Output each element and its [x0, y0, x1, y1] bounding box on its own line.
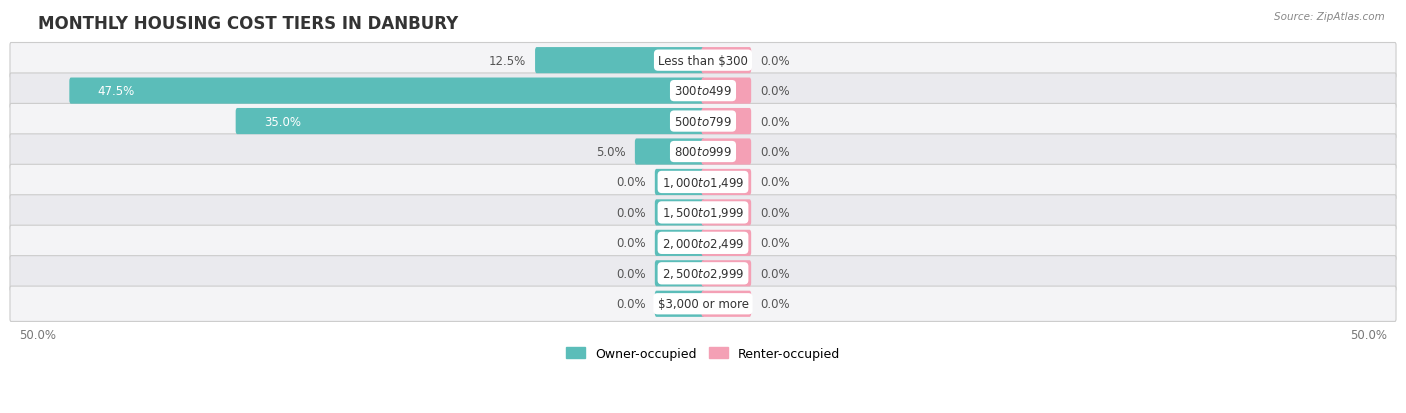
Text: $500 to $799: $500 to $799	[673, 115, 733, 128]
Text: Source: ZipAtlas.com: Source: ZipAtlas.com	[1274, 12, 1385, 22]
FancyBboxPatch shape	[10, 104, 1396, 139]
Text: $800 to $999: $800 to $999	[673, 146, 733, 159]
Text: 0.0%: 0.0%	[761, 55, 790, 67]
Text: 5.0%: 5.0%	[596, 146, 626, 159]
Text: $2,000 to $2,499: $2,000 to $2,499	[662, 236, 744, 250]
FancyBboxPatch shape	[69, 78, 704, 104]
Text: $1,000 to $1,499: $1,000 to $1,499	[662, 176, 744, 190]
Text: 0.0%: 0.0%	[761, 267, 790, 280]
Text: 0.0%: 0.0%	[761, 237, 790, 250]
FancyBboxPatch shape	[702, 109, 751, 135]
Text: $1,500 to $1,999: $1,500 to $1,999	[662, 206, 744, 220]
FancyBboxPatch shape	[10, 43, 1396, 78]
Text: 0.0%: 0.0%	[616, 176, 645, 189]
Text: 0.0%: 0.0%	[761, 146, 790, 159]
FancyBboxPatch shape	[655, 261, 704, 287]
Text: $3,000 or more: $3,000 or more	[658, 297, 748, 311]
FancyBboxPatch shape	[10, 286, 1396, 322]
Text: $300 to $499: $300 to $499	[673, 85, 733, 98]
Text: MONTHLY HOUSING COST TIERS IN DANBURY: MONTHLY HOUSING COST TIERS IN DANBURY	[38, 15, 458, 33]
Text: 0.0%: 0.0%	[616, 206, 645, 219]
FancyBboxPatch shape	[10, 225, 1396, 261]
Text: 0.0%: 0.0%	[616, 267, 645, 280]
FancyBboxPatch shape	[236, 109, 704, 135]
FancyBboxPatch shape	[10, 74, 1396, 109]
FancyBboxPatch shape	[10, 195, 1396, 230]
Text: 12.5%: 12.5%	[489, 55, 526, 67]
FancyBboxPatch shape	[702, 230, 751, 256]
Text: 35.0%: 35.0%	[264, 115, 301, 128]
FancyBboxPatch shape	[702, 291, 751, 317]
FancyBboxPatch shape	[536, 48, 704, 74]
FancyBboxPatch shape	[702, 78, 751, 104]
FancyBboxPatch shape	[655, 169, 704, 196]
FancyBboxPatch shape	[10, 165, 1396, 200]
Text: 0.0%: 0.0%	[761, 85, 790, 98]
FancyBboxPatch shape	[655, 200, 704, 226]
Text: 0.0%: 0.0%	[761, 297, 790, 311]
Text: 0.0%: 0.0%	[761, 176, 790, 189]
FancyBboxPatch shape	[702, 139, 751, 165]
FancyBboxPatch shape	[636, 139, 704, 165]
Text: 0.0%: 0.0%	[616, 297, 645, 311]
FancyBboxPatch shape	[10, 256, 1396, 291]
FancyBboxPatch shape	[655, 291, 704, 317]
FancyBboxPatch shape	[10, 135, 1396, 170]
Text: 0.0%: 0.0%	[761, 115, 790, 128]
FancyBboxPatch shape	[702, 261, 751, 287]
FancyBboxPatch shape	[702, 48, 751, 74]
FancyBboxPatch shape	[702, 200, 751, 226]
Text: Less than $300: Less than $300	[658, 55, 748, 67]
FancyBboxPatch shape	[655, 230, 704, 256]
Text: 0.0%: 0.0%	[761, 206, 790, 219]
FancyBboxPatch shape	[702, 169, 751, 196]
Text: $2,500 to $2,999: $2,500 to $2,999	[662, 267, 744, 280]
Text: 47.5%: 47.5%	[97, 85, 135, 98]
Legend: Owner-occupied, Renter-occupied: Owner-occupied, Renter-occupied	[560, 341, 846, 366]
Text: 0.0%: 0.0%	[616, 237, 645, 250]
